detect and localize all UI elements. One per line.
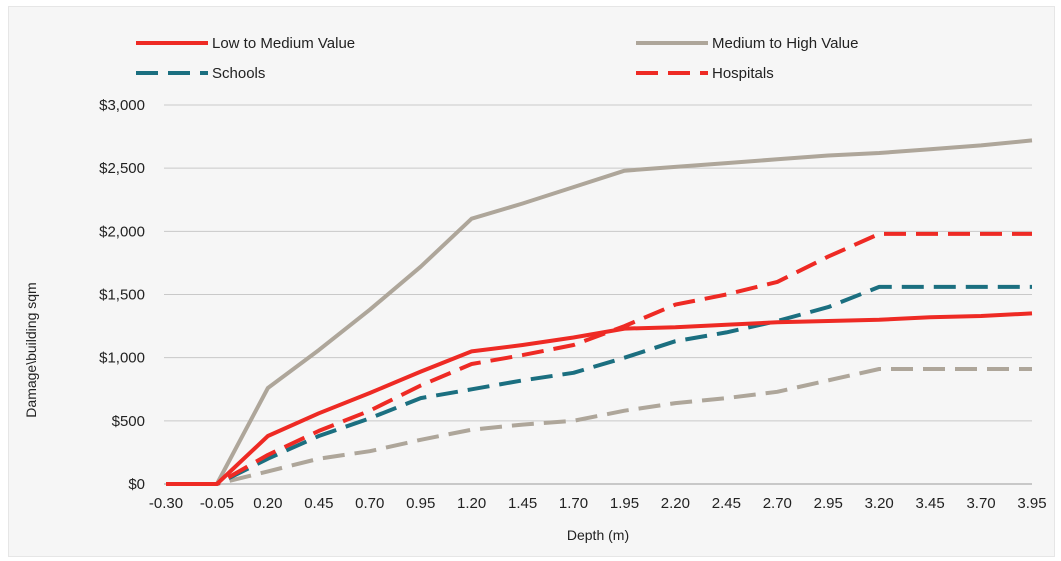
legend: Low to Medium Value Medium to High Value S…	[136, 35, 858, 82]
x-tick-label: 0.95	[406, 495, 435, 512]
x-tick-label: 2.45	[712, 495, 741, 512]
series-line-schools	[166, 284, 1032, 486]
series-line-hospitals	[166, 231, 1032, 486]
series-line-medium-to-high-value	[166, 138, 1033, 486]
y-tick-label: $3,000	[99, 97, 145, 114]
legend-label-low-to-medium-value: Low to Medium Value	[212, 35, 355, 52]
legend-label-medium-to-high-value: Medium to High Value	[712, 35, 858, 52]
x-tick-label: 3.45	[916, 495, 945, 512]
y-axis-title: Damage\building sqm	[23, 282, 39, 417]
gridlines	[164, 104, 1032, 485]
y-tick-label: $2,500	[99, 160, 145, 177]
legend-label-hospitals: Hospitals	[712, 65, 774, 82]
x-tick-label: 1.45	[508, 495, 537, 512]
x-tick-label: 2.95	[814, 495, 843, 512]
series-line-unlabeled-dashed	[166, 367, 1032, 486]
x-tick-label: 0.70	[355, 495, 384, 512]
y-tick-label: $0	[128, 476, 145, 493]
x-tick-label: -0.30	[149, 495, 183, 512]
x-tick-label: 3.70	[966, 495, 995, 512]
y-tick-label: $500	[112, 413, 145, 430]
x-tick-labels: -0.30 -0.05 0.20 0.45 0.70 0.95 1.20 1.45 1.70 1.…	[149, 495, 1047, 512]
y-tick-label: $2,000	[99, 223, 145, 240]
x-tick-label: 1.70	[559, 495, 588, 512]
x-tick-label: 3.95	[1017, 495, 1046, 512]
x-tick-label: 1.95	[610, 495, 639, 512]
x-tick-label: 3.20	[865, 495, 894, 512]
x-axis-title: Depth (m)	[567, 527, 629, 543]
series-layer	[166, 138, 1033, 486]
x-tick-label: 2.70	[763, 495, 792, 512]
y-tick-label: $1,000	[99, 350, 145, 367]
x-tick-label: 0.20	[253, 495, 282, 512]
series-line-low-to-medium-value	[166, 311, 1033, 486]
x-tick-label: 2.20	[661, 495, 690, 512]
chart-frame	[8, 6, 1055, 557]
y-tick-labels: $0 $500 $1,000 $1,500 $2,000 $2,500 $3,000	[99, 97, 145, 493]
x-tick-label: 1.20	[457, 495, 486, 512]
legend-label-schools: Schools	[212, 65, 265, 82]
x-tick-label: -0.05	[200, 495, 234, 512]
x-tick-label: 0.45	[304, 495, 333, 512]
y-tick-label: $1,500	[99, 287, 145, 304]
